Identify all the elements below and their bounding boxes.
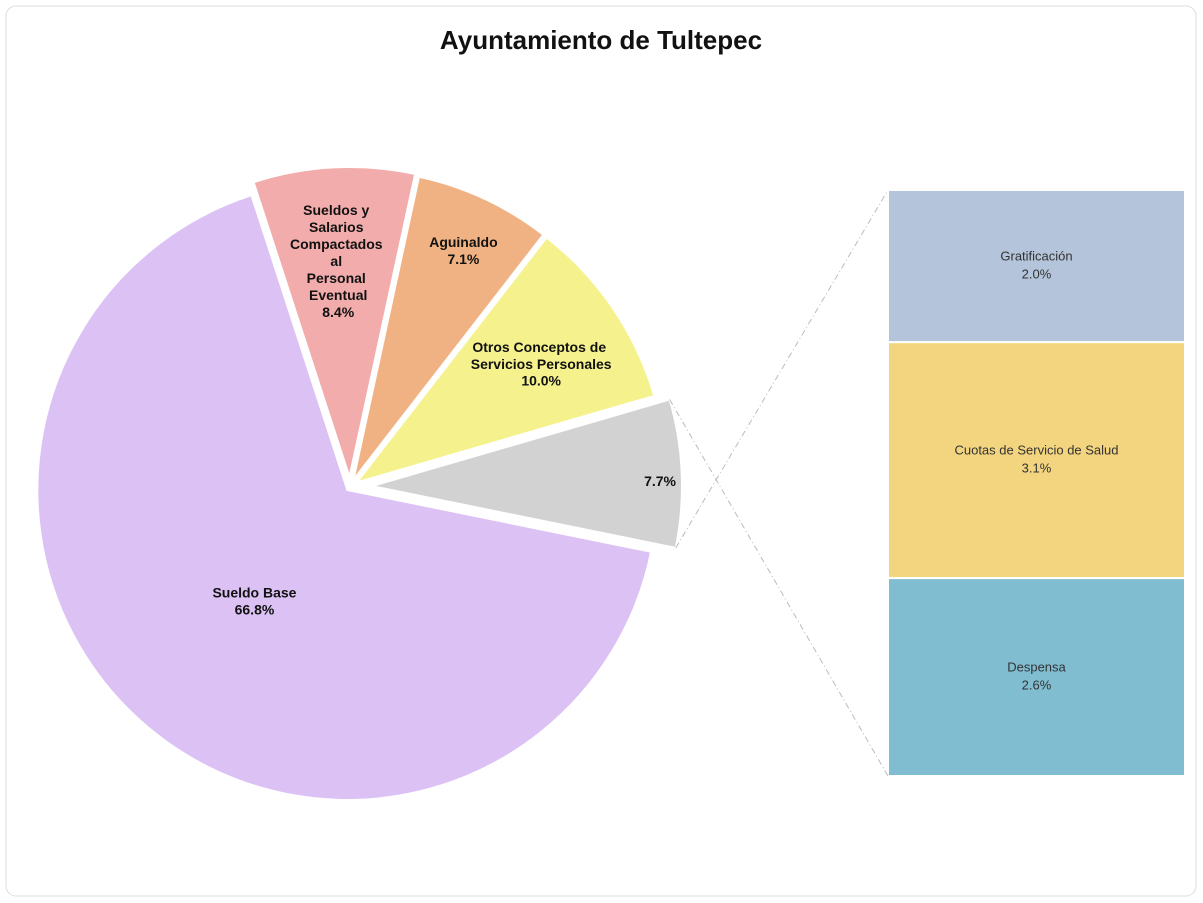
- bar-label: Despensa: [1007, 660, 1066, 675]
- slice-value-label: 7.7%: [644, 473, 676, 489]
- pie-slice: [352, 175, 545, 481]
- slice-label: Sueldos y Salarios Compactados al Person…: [290, 202, 386, 303]
- pie-slice: [36, 193, 653, 801]
- bar-segment: [887, 577, 1186, 778]
- slice-label: Sueldo Base: [212, 584, 296, 600]
- bar-label: Gratificación: [1000, 249, 1072, 264]
- bar-value-label: 2.0%: [1022, 267, 1052, 282]
- pie-slice: [353, 236, 656, 485]
- chart-title: Ayuntamiento de Tultepec: [440, 25, 762, 55]
- slice-value-label: 8.4%: [322, 304, 354, 320]
- bar-value-label: 3.1%: [1022, 461, 1052, 476]
- slice-value-label: 10.0%: [521, 373, 561, 389]
- bar-segment: [887, 341, 1186, 580]
- pie-slice: [371, 398, 683, 550]
- connector: [675, 189, 889, 549]
- slice-label: Otros Conceptos de Servicios Personales: [471, 339, 612, 372]
- bar-label: Cuotas de Servicio de Salud: [954, 443, 1118, 458]
- bar-value-label: 2.6%: [1022, 678, 1052, 693]
- slice-value-label: 66.8%: [235, 601, 275, 617]
- slice-label: Aguinaldo: [429, 234, 497, 250]
- pie-slice: [252, 166, 417, 481]
- connector: [669, 399, 889, 777]
- slice-value-label: 7.1%: [447, 251, 479, 267]
- bar-segment: [887, 189, 1186, 344]
